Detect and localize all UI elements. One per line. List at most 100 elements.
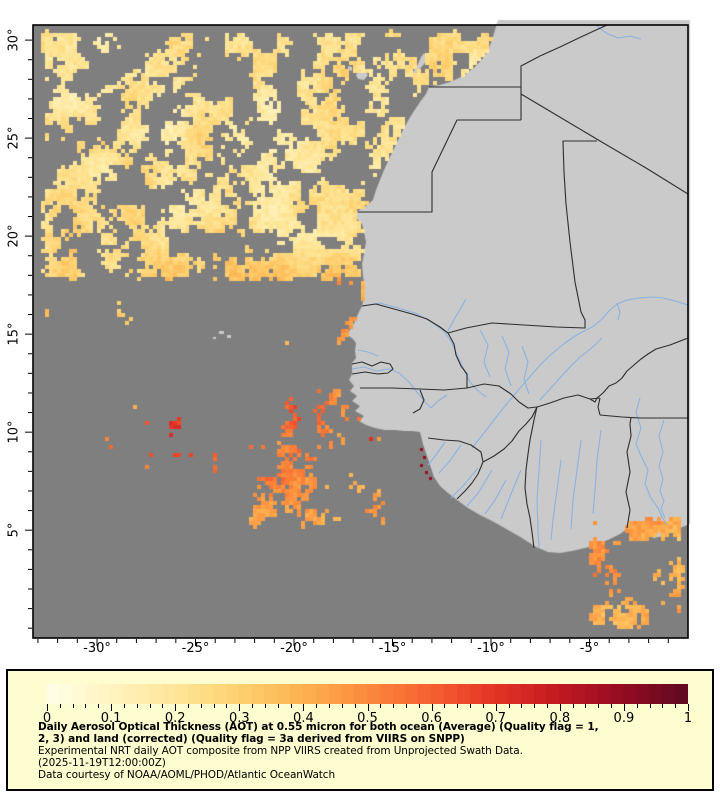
river-line [471, 296, 688, 449]
colorbar-tick [611, 704, 613, 708]
country-border [625, 416, 632, 529]
river-line [500, 469, 522, 520]
river-line [361, 302, 487, 398]
country-border [361, 303, 449, 334]
country-border [360, 387, 468, 391]
colorbar-tick [508, 704, 510, 708]
country-border [524, 406, 538, 549]
colorbar-tick [252, 704, 254, 708]
colorbar-tick [175, 704, 177, 711]
colorbar-tick [405, 704, 407, 708]
colorbar-tick [444, 704, 446, 708]
colorbar-tick-label: 0 [42, 711, 52, 726]
country-border [412, 389, 425, 414]
colorbar-tick [585, 704, 587, 708]
river-line [539, 337, 603, 401]
colorbar-tick [290, 704, 292, 708]
colorbar-tick [354, 704, 356, 708]
colorbar-tick [123, 704, 125, 708]
colorbar-tick [598, 704, 600, 708]
x-axis-tick-label: -15° [378, 641, 407, 656]
country-border [447, 140, 597, 334]
colorbar-tick [675, 704, 677, 708]
colorbar-tick [367, 704, 369, 711]
x-axis-tick-label: -20° [280, 641, 308, 656]
colorbar-tick [431, 704, 433, 711]
map-frame [32, 24, 689, 639]
colorbar-tick-label: 0.2 [164, 711, 186, 726]
colorbar-tick [470, 704, 472, 708]
colorbar-tick [200, 704, 202, 708]
y-axis-tick-label: 30° [6, 28, 22, 52]
colorbar-tick [277, 704, 279, 708]
country-border [536, 394, 601, 408]
colorbar-tick [559, 704, 561, 711]
colorbar-tick [85, 704, 87, 708]
country-border [520, 25, 608, 87]
country-border [427, 437, 484, 463]
colorbar-tick [303, 704, 305, 711]
colorbar-tick [482, 704, 484, 708]
river-line [484, 479, 507, 515]
colorbar-tick [688, 704, 689, 711]
river-line [521, 345, 530, 395]
colorbar-tick-label: 0.7 [485, 711, 507, 726]
river-line [550, 459, 562, 541]
colorbar-tick [226, 704, 228, 708]
colorbar-tick [136, 704, 138, 708]
caption-title-line2: 2, 3) and land (corrected) (Quality flag… [38, 733, 465, 745]
colorbar-tick [59, 704, 61, 708]
river-line [447, 298, 467, 332]
river-line [616, 302, 621, 321]
y-axis-tick-label: 15° [6, 322, 22, 346]
river-line [592, 429, 602, 515]
colorbar-tick-label: 0.4 [293, 711, 314, 726]
colorbar-tick [98, 704, 100, 708]
colorbar-tick [649, 704, 651, 708]
colorbar-tick [188, 704, 190, 708]
colorbar-tick [636, 704, 638, 708]
caption-subtitle: Experimental NRT daily AOT composite fro… [38, 745, 523, 757]
colorbar-tick [572, 704, 574, 708]
caption-title-line1: Daily Aerosol Optical Thickness (AOT) at… [38, 721, 599, 733]
colorbar-tick-label: 0.5 [357, 711, 378, 726]
colorbar-tick [316, 704, 318, 708]
country-border [599, 414, 688, 419]
x-axis-tick-label: -25° [181, 641, 210, 656]
colorbar-tick [546, 704, 548, 708]
country-border [358, 119, 521, 213]
country-border [520, 93, 688, 195]
colorbar-tick [239, 704, 241, 711]
country-border [466, 383, 538, 409]
river-line [479, 329, 491, 378]
colorbar-tick [72, 704, 74, 708]
river-line [438, 444, 462, 474]
river-line [351, 366, 432, 409]
x-axis-tick-label: -30° [83, 641, 111, 656]
colorbar-tick [393, 704, 395, 708]
country-border [456, 461, 484, 500]
colorbar-tick [213, 704, 215, 708]
colorbar-tick [521, 704, 523, 708]
colorbar-tick [162, 704, 164, 708]
river-line [357, 349, 379, 357]
colorbar-tick [495, 704, 497, 711]
y-axis-tick-label: 20° [6, 224, 22, 248]
country-border [447, 332, 468, 388]
colorbar-tick [380, 704, 382, 708]
river-line [501, 335, 512, 387]
caption-date: (2025-11-19T12:00:00Z) [38, 757, 166, 769]
country-border [597, 397, 601, 416]
colorbar-tick [149, 704, 151, 708]
colorbar-tick [662, 704, 664, 708]
colorbar-tick [47, 704, 48, 711]
colorbar-tick [418, 704, 420, 708]
country-border [351, 361, 394, 375]
colorbar-tick-label: 0.3 [228, 711, 250, 726]
river-line [430, 394, 448, 409]
colorbar-tick [341, 704, 343, 708]
colorbar-tick [623, 704, 625, 711]
river-line [427, 441, 446, 466]
caption-credit: Data courtesy of NOAA/AOML/PHOD/Atlantic… [38, 769, 336, 781]
